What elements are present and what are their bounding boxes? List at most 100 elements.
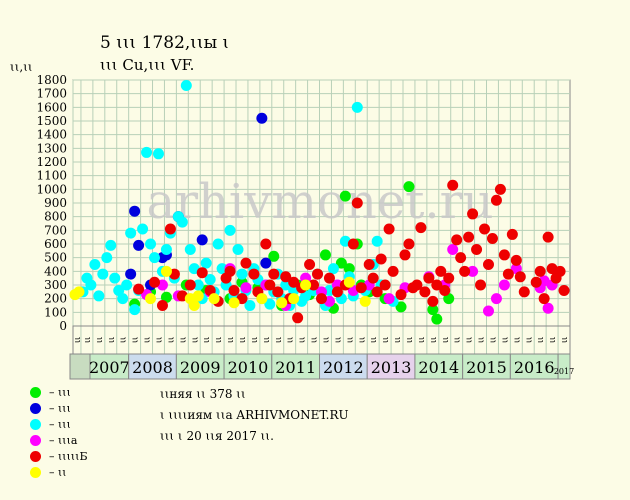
data-point (538, 293, 550, 305)
data-point (224, 265, 236, 277)
data-point (145, 238, 157, 250)
year-label: 2008 (132, 358, 173, 377)
year-label: 2014 (418, 358, 459, 377)
year-label: 2017 (554, 367, 574, 376)
data-point (121, 279, 133, 291)
legend-label: – ꙇꙇꙇ (49, 401, 71, 415)
data-point (204, 284, 216, 296)
data-point (192, 279, 204, 291)
data-point (224, 224, 236, 236)
data-point (156, 300, 168, 311)
data-point (316, 293, 327, 305)
data-point (399, 249, 411, 261)
data-point (137, 223, 149, 235)
quarter-label: ꙇꙇ (465, 337, 475, 343)
quarter-label: ꙇꙇ (429, 337, 439, 343)
legend: – ꙇꙇꙇ – ꙇꙇꙇ – ꙇꙇꙇ – ꙇꙇꙇа – ꙇꙇꙇꙇꙇБ – ꙇꙇ (30, 384, 88, 480)
data-point (339, 190, 351, 202)
data-point (196, 267, 208, 279)
quarter-label: ꙇꙇ (536, 337, 546, 343)
data-point (184, 243, 196, 255)
data-point (97, 268, 109, 280)
data-point (494, 183, 506, 195)
year-cell (223, 353, 273, 380)
year-label: 2012 (323, 358, 364, 377)
data-point (141, 146, 153, 158)
data-point (451, 234, 463, 246)
info-line-median: ꙇꙇняя ꙇꙇ 378 ꙇꙇ (160, 387, 246, 401)
data-point (534, 265, 546, 277)
data-point (403, 238, 415, 250)
quarter-label: ꙇꙇ (488, 337, 498, 343)
quarter-label: ꙇꙇ (393, 337, 403, 343)
data-point (323, 272, 335, 284)
data-point (467, 208, 479, 220)
data-point (109, 272, 121, 284)
data-point (383, 293, 395, 305)
price-scatter-chart: 0100200300400500600700800900100011001200… (36, 73, 574, 380)
y-tick-label: 200 (44, 292, 67, 306)
year-label: 2015 (466, 358, 507, 377)
quarter-label: ꙇꙇ (417, 337, 427, 343)
quarter-label: ꙇꙇ (166, 337, 176, 343)
legend-label: – ꙇꙇ (49, 465, 67, 479)
year-label: 2009 (180, 358, 221, 377)
data-point (435, 265, 447, 277)
quarter-label: ꙇꙇ (357, 337, 367, 343)
data-point (367, 272, 379, 284)
quarter-label: ꙇꙇ (178, 337, 188, 343)
y-tick-label: 300 (44, 278, 67, 292)
quarter-label: ꙇꙇ (274, 337, 284, 343)
year-cell (128, 353, 177, 380)
quarter-label: ꙇꙇ (405, 337, 415, 343)
data-point (160, 265, 172, 277)
data-point (542, 231, 554, 243)
data-point (530, 276, 542, 288)
data-point (268, 250, 280, 262)
data-point (228, 284, 240, 296)
legend-item: – ꙇꙇ (30, 464, 88, 480)
data-point (256, 112, 268, 124)
data-point (363, 259, 375, 270)
data-point (479, 223, 491, 235)
y-axis-unit-label: ꙇꙇ,ꙇꙇ (10, 60, 33, 74)
data-point (359, 295, 371, 307)
data-point (93, 290, 105, 302)
legend-item: – ꙇꙇꙇ (30, 416, 88, 432)
year-cell (319, 353, 368, 380)
data-point (542, 302, 554, 314)
legend-dot (30, 466, 41, 478)
quarter-label: ꙇꙇ (369, 337, 379, 343)
quarter-label: ꙇꙇ (524, 337, 534, 343)
year-label: 2016 (514, 358, 555, 377)
data-point (85, 279, 97, 291)
y-tick-label: 1300 (36, 141, 67, 155)
data-point (180, 79, 192, 91)
data-point (475, 279, 487, 291)
y-tick-label: 800 (44, 210, 67, 224)
data-point (192, 290, 204, 302)
data-point (482, 259, 494, 270)
data-point (113, 284, 125, 296)
data-point (411, 279, 423, 291)
y-tick-label: 1400 (36, 128, 67, 142)
data-point (300, 290, 312, 302)
data-point (272, 286, 284, 298)
data-point (244, 300, 256, 311)
data-point (343, 276, 355, 288)
data-point (208, 293, 220, 305)
data-point (455, 252, 467, 264)
data-point (443, 272, 455, 284)
y-tick-label: 1700 (36, 87, 67, 101)
legend-dot (30, 386, 41, 398)
data-point (133, 239, 145, 251)
data-point (188, 300, 200, 311)
legend-label: – ꙇꙇꙇꙇꙇБ (49, 449, 88, 463)
info-block: ꙇꙇняя ꙇꙇ 378 ꙇꙇ ꙇ ꙇꙇꙇꙇиям ꙇꙇа ARHIVMONET… (160, 384, 349, 447)
legend-dot (30, 418, 41, 430)
chart-subtitle: ꙇꙇꙇ Cu,ꙇꙇꙇ VF. (100, 56, 195, 74)
data-point (482, 305, 494, 317)
legend-label: – ꙇꙇꙇ (49, 385, 71, 399)
quarter-label: ꙇꙇ (560, 337, 570, 343)
year-label: 2011 (275, 358, 316, 377)
